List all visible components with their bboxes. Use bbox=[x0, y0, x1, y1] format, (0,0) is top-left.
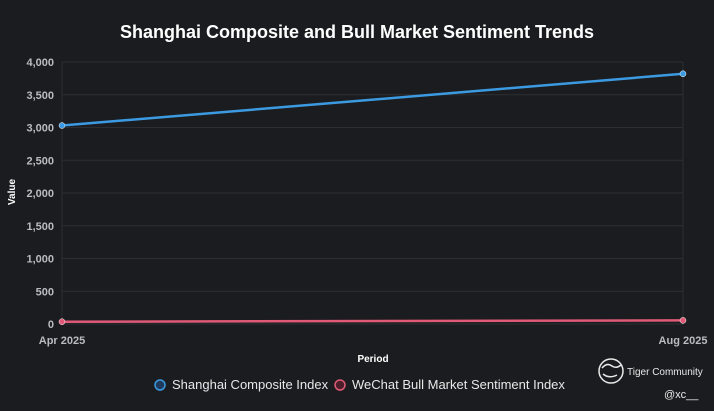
data-point[interactable] bbox=[679, 317, 687, 324]
tiger-logo-icon bbox=[598, 358, 624, 384]
y-tick-label: 2,000 bbox=[26, 188, 54, 200]
y-tick-label: 2,500 bbox=[26, 155, 54, 167]
data-point[interactable] bbox=[58, 122, 66, 129]
legend: Shanghai Composite Index WeChat Bull Mar… bbox=[154, 377, 565, 392]
y-tick-label: 4,000 bbox=[26, 57, 54, 69]
y-axis-ticks: 0 500 1,000 1,500 2,000 2,500 3,000 3,500 4,000 bbox=[26, 57, 54, 331]
legend-marker-wechat bbox=[334, 379, 346, 391]
watermark: Tiger Community @xc__ bbox=[598, 358, 703, 401]
grid-lines bbox=[61, 61, 684, 325]
x-tick-label: Apr 2025 bbox=[39, 335, 85, 347]
data-point[interactable] bbox=[58, 318, 66, 325]
watermark-brand: Tiger Community bbox=[627, 367, 703, 378]
legend-label-wechat: WeChat Bull Market Sentiment Index bbox=[352, 377, 565, 392]
legend-label-shanghai: Shanghai Composite Index bbox=[172, 377, 329, 392]
legend-marker-shanghai bbox=[154, 379, 166, 391]
y-tick-label: 3,500 bbox=[26, 90, 54, 102]
series-lines bbox=[58, 70, 687, 325]
legend-item-wechat[interactable]: WeChat Bull Market Sentiment Index bbox=[334, 377, 565, 392]
x-axis-title: Period bbox=[357, 354, 388, 365]
y-tick-label: 500 bbox=[36, 286, 54, 298]
watermark-handle: @xc__ bbox=[664, 389, 699, 401]
y-axis-title: Value bbox=[7, 179, 18, 206]
chart-title: Shanghai Composite and Bull Market Senti… bbox=[120, 22, 594, 42]
series-line-0 bbox=[61, 72, 684, 127]
data-point[interactable] bbox=[679, 70, 687, 78]
legend-item-shanghai[interactable]: Shanghai Composite Index bbox=[154, 377, 329, 392]
x-axis-ticks: Apr 2025 Aug 2025 bbox=[39, 335, 708, 347]
x-tick-label: Aug 2025 bbox=[659, 335, 708, 347]
y-tick-label: 1,000 bbox=[26, 254, 54, 266]
y-tick-label: 1,500 bbox=[26, 221, 54, 233]
y-tick-label: 3,000 bbox=[26, 123, 54, 135]
series-line-1 bbox=[61, 319, 684, 323]
y-tick-label: 0 bbox=[48, 319, 54, 331]
